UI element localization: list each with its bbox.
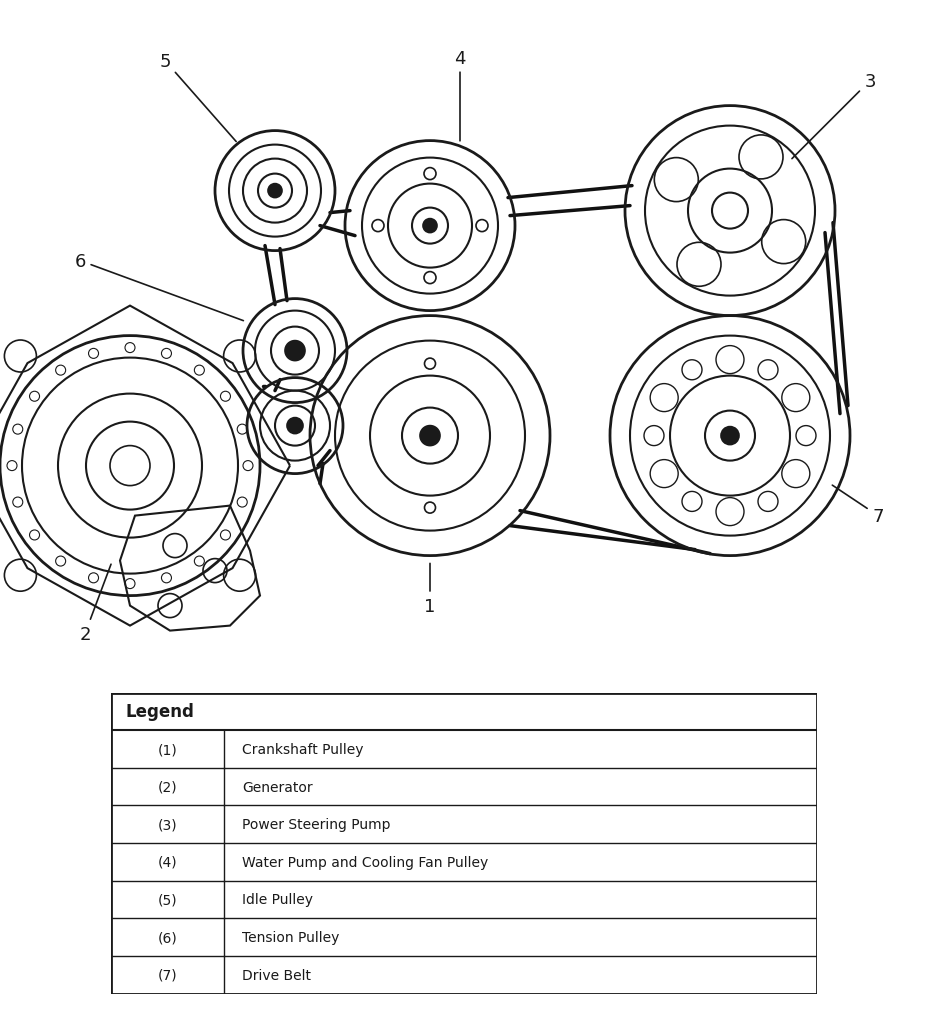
Text: 5: 5 xyxy=(159,53,235,143)
Text: (3): (3) xyxy=(158,817,177,832)
Text: (4): (4) xyxy=(158,855,177,869)
Text: 6: 6 xyxy=(74,253,243,321)
Text: Crankshaft Pulley: Crankshaft Pulley xyxy=(242,742,363,756)
Text: (6): (6) xyxy=(158,930,177,945)
Text: Water Pump and Cooling Fan Pulley: Water Pump and Cooling Fan Pulley xyxy=(242,855,488,869)
Text: Tension Pulley: Tension Pulley xyxy=(242,930,339,945)
Circle shape xyxy=(286,418,303,434)
Text: 3: 3 xyxy=(791,72,875,160)
Text: Generator: Generator xyxy=(242,780,312,794)
Circle shape xyxy=(420,426,439,446)
Text: (2): (2) xyxy=(158,780,177,794)
Text: 1: 1 xyxy=(424,564,435,615)
Text: Drive Belt: Drive Belt xyxy=(242,968,311,981)
Text: Power Steering Pump: Power Steering Pump xyxy=(242,817,390,832)
Circle shape xyxy=(285,341,305,362)
Circle shape xyxy=(268,184,282,199)
Circle shape xyxy=(720,427,738,445)
Text: (1): (1) xyxy=(158,742,177,756)
Text: (7): (7) xyxy=(158,968,177,981)
Text: Idle Pulley: Idle Pulley xyxy=(242,893,312,907)
Text: (5): (5) xyxy=(158,893,177,907)
Text: 7: 7 xyxy=(832,486,883,525)
Text: 2: 2 xyxy=(79,565,111,643)
Text: Legend: Legend xyxy=(125,703,194,720)
Text: 4: 4 xyxy=(453,50,465,142)
Circle shape xyxy=(423,219,437,233)
